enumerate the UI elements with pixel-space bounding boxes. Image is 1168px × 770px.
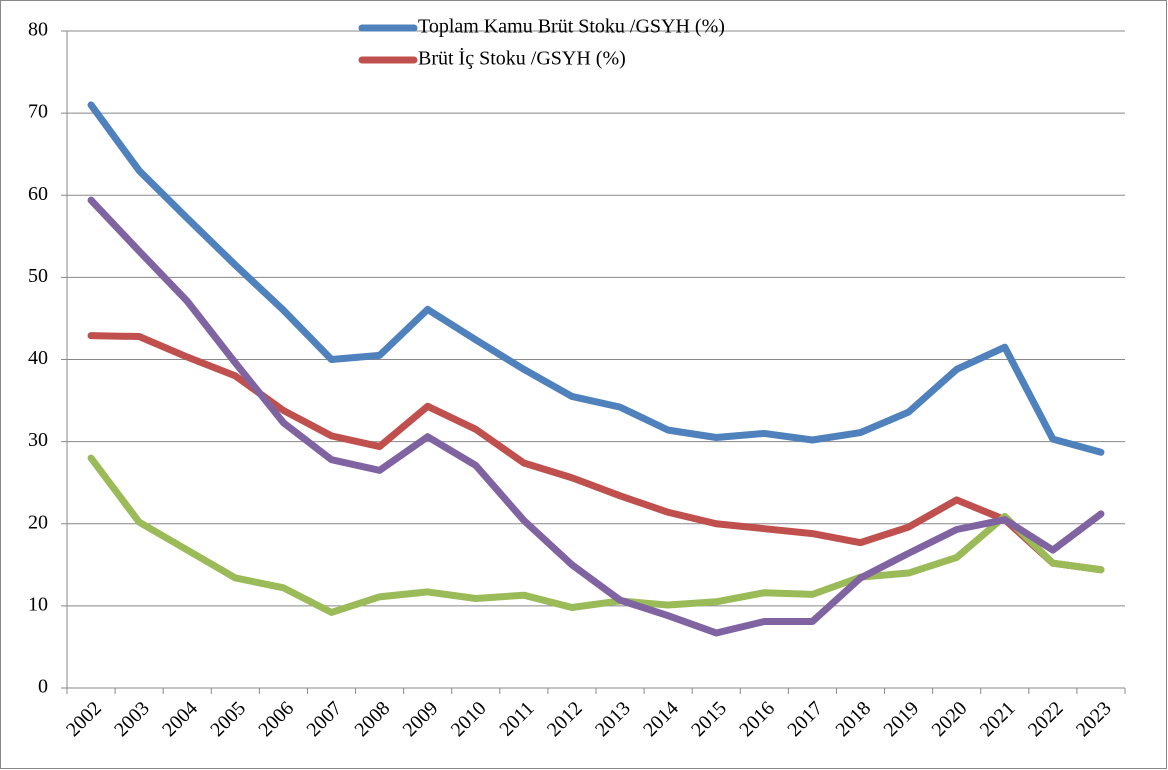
y-tick-label: 50	[28, 265, 48, 287]
series-line	[87, 101, 1105, 456]
y-tick-label: 0	[38, 676, 48, 698]
y-tick-label: 20	[28, 511, 48, 533]
y-tick-label: 80	[28, 19, 48, 41]
y-tick-label: 40	[28, 347, 48, 369]
series-line	[87, 196, 1105, 637]
y-tick-label: 10	[28, 593, 48, 615]
legend-label: Brüt İç Stoku /GSYH (%)	[418, 47, 626, 70]
y-tick-label: 70	[28, 101, 48, 123]
series-line	[87, 454, 1105, 616]
legend-label: Toplam Kamu Brüt Stoku /GSYH (%)	[418, 16, 725, 38]
y-tick-label: 60	[28, 183, 48, 205]
y-tick-label: 30	[28, 429, 48, 451]
